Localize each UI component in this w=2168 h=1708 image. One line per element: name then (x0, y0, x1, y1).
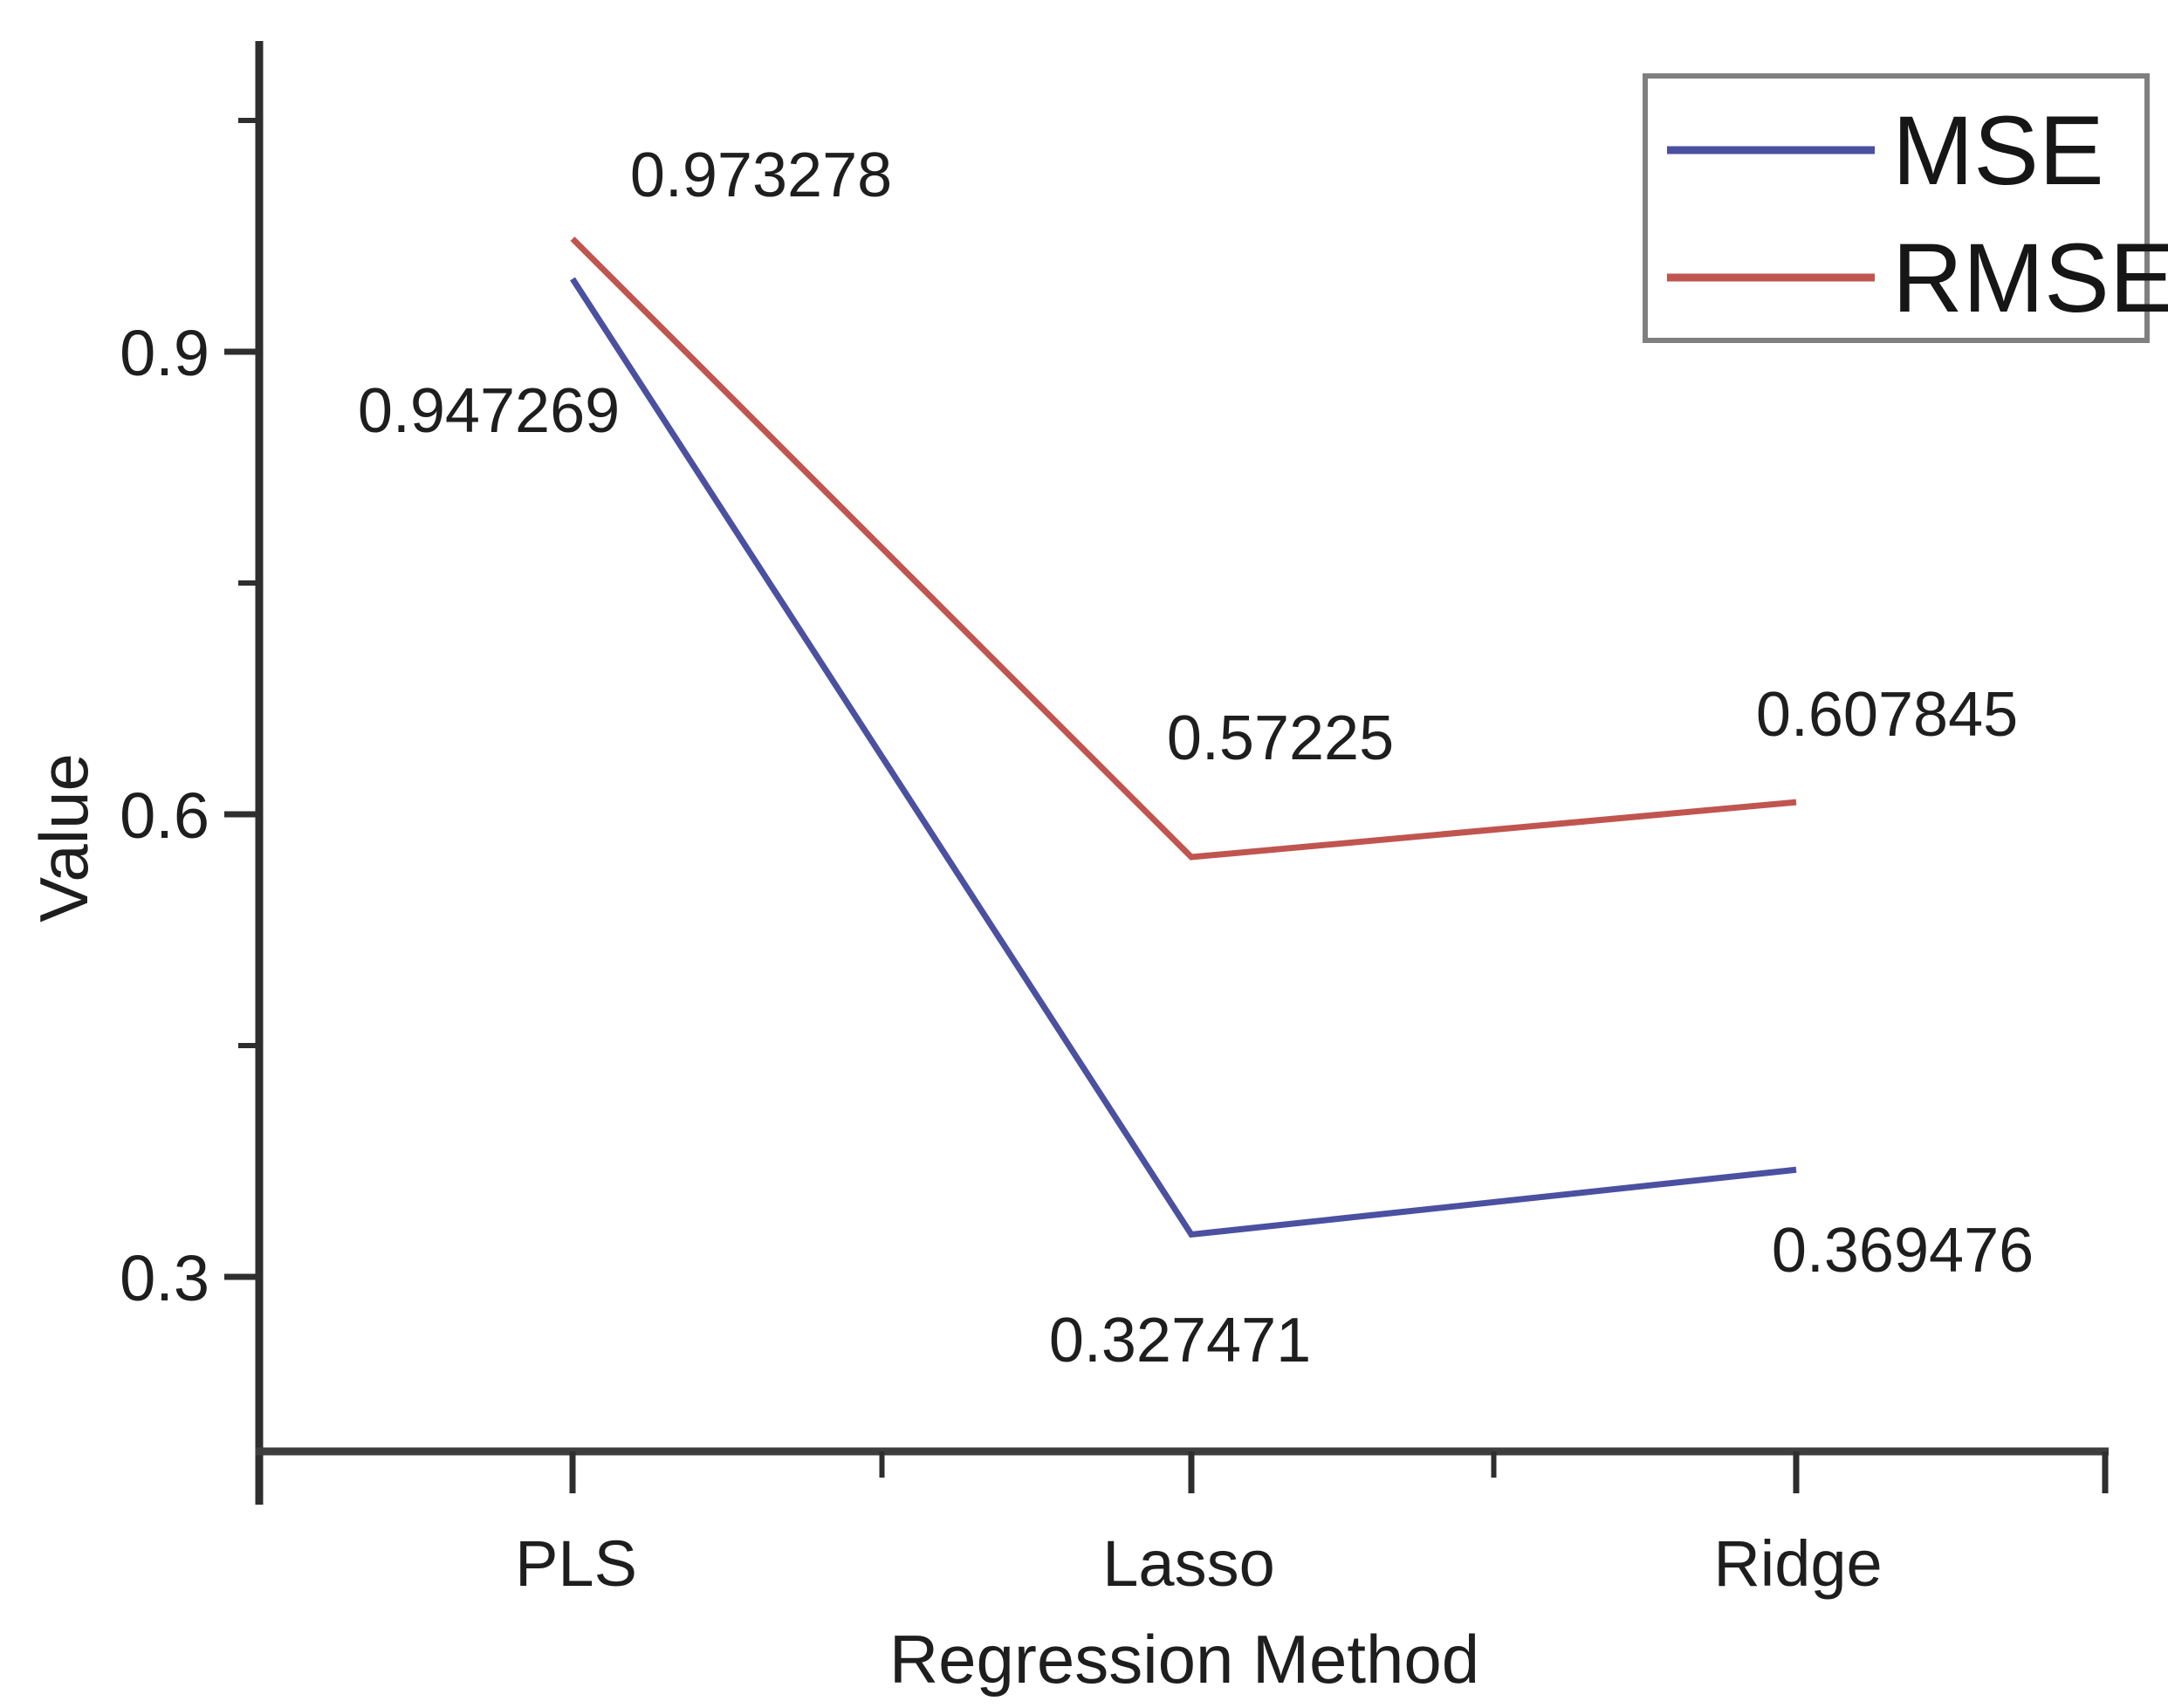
y-tick-label-0.6: 0.6 (120, 779, 209, 852)
axes (255, 41, 2109, 1505)
category-label-ridge: Ridge (1713, 1527, 1882, 1600)
y-axis-title: Value (25, 753, 102, 923)
legend-box (1643, 73, 2150, 343)
category-label-lasso: Lasso (1102, 1527, 1274, 1600)
data-label-rmse-ridge: 0.607845 (1756, 680, 2018, 750)
data-label-rmse-pls: 0.973278 (630, 141, 892, 210)
y-tick-label-0.9: 0.9 (120, 317, 209, 389)
x-axis-ticks (569, 1451, 2109, 1493)
series-lines (570, 237, 1797, 1238)
y-axis-tick-labels: 0.9 0.6 0.3 (120, 317, 209, 1314)
data-label-mse-lasso: 0.327471 (1049, 1306, 1311, 1375)
y-tick-label-0.3: 0.3 (120, 1242, 209, 1314)
data-label-mse-ridge: 0.369476 (1772, 1216, 2034, 1286)
legend: MSE RMSE (1643, 73, 2168, 343)
category-label-pls: PLS (515, 1527, 637, 1600)
series-line-mse (570, 277, 1797, 1238)
data-label-rmse-lasso: 0.57225 (1167, 703, 1394, 773)
data-label-mse-pls: 0.947269 (358, 376, 620, 446)
series-line-rmse (570, 237, 1797, 861)
x-axis-category-labels: PLS Lasso Ridge (515, 1527, 1883, 1600)
legend-label-mse: MSE (1892, 96, 2104, 205)
x-axis-title: Regression Method (889, 1621, 1479, 1698)
data-labels: 0.947269 0.327471 0.369476 0.973278 0.57… (358, 141, 2034, 1375)
y-axis-ticks (224, 117, 259, 1280)
legend-label-rmse: RMSE (1892, 223, 2168, 333)
